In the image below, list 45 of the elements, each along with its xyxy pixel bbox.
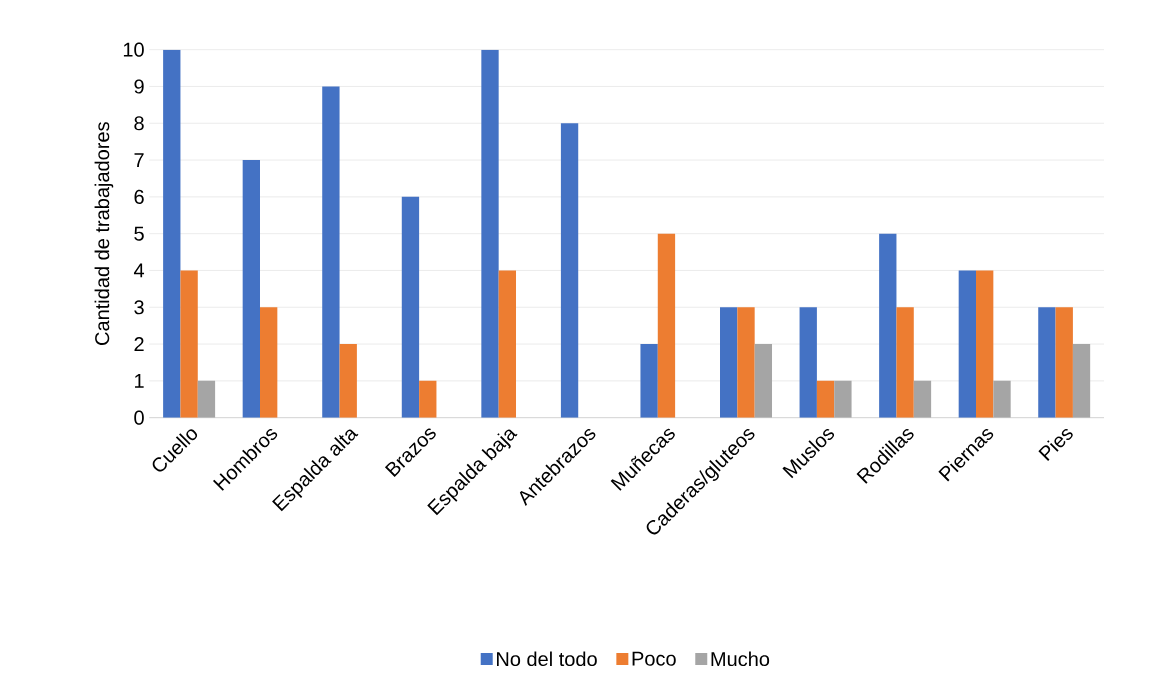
- bar: [913, 380, 932, 418]
- y-tick-label: 3: [134, 300, 144, 315]
- bar: [754, 344, 773, 418]
- bar: [260, 307, 278, 418]
- bar: [816, 380, 835, 418]
- bar: [242, 160, 260, 418]
- bar: [1072, 344, 1091, 418]
- y-tick-label: 2: [134, 337, 144, 352]
- y-tick-label: 7: [134, 153, 144, 167]
- bar: [1038, 307, 1056, 418]
- y-tick-label: 6: [134, 189, 144, 204]
- y-tick-label: 4: [133, 263, 145, 278]
- bar: [197, 380, 216, 418]
- bar: [976, 270, 994, 418]
- bar: [799, 307, 817, 418]
- bar: [958, 270, 977, 418]
- y-tick-label: 1: [135, 373, 144, 388]
- bar: [720, 307, 738, 418]
- legend-label: Mucho: [711, 651, 770, 667]
- legend-label: No del todo: [497, 651, 597, 667]
- bar: [879, 233, 897, 418]
- y-tick-label: 5: [134, 226, 144, 241]
- bar: [834, 380, 852, 418]
- bar: [401, 196, 420, 418]
- legend-label: Poco: [632, 651, 676, 666]
- y-tick-label: 9: [134, 79, 144, 94]
- bar: [993, 380, 1011, 418]
- y-tick-label: 10: [123, 42, 144, 57]
- bar: [419, 380, 437, 418]
- bar: [322, 86, 340, 418]
- bar: [1055, 307, 1073, 418]
- bar: [640, 344, 658, 418]
- bar: [737, 307, 755, 418]
- y-axis-title: Cantidad de trabajadores: [94, 122, 114, 345]
- bar: [163, 49, 181, 418]
- y-tick-label: 8: [134, 116, 144, 131]
- bar: [180, 270, 198, 418]
- bar: [657, 233, 676, 418]
- x-tick-label: Pies: [1038, 428, 1073, 461]
- bar: [481, 49, 499, 418]
- bar: [560, 123, 579, 418]
- bar: [498, 270, 517, 418]
- bar: [896, 307, 914, 418]
- bar: [339, 344, 357, 418]
- y-tick-label: 0: [134, 410, 144, 425]
